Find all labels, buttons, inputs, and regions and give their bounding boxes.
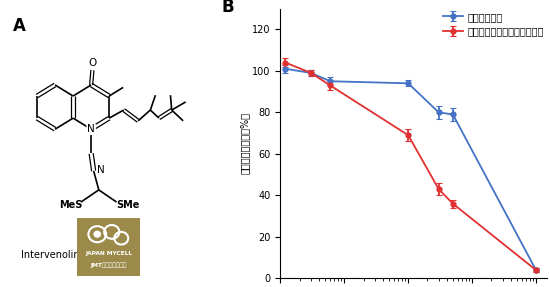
Text: JMT日本干細胞中心: JMT日本干細胞中心 — [90, 262, 127, 268]
Circle shape — [94, 231, 101, 237]
Text: B: B — [222, 0, 234, 16]
Text: SMe: SMe — [116, 200, 140, 210]
Y-axis label: がん細胞の増植（%）: がん細胞の増植（%） — [239, 113, 250, 174]
Text: N: N — [87, 124, 95, 134]
Text: JAPAN MYCELL: JAPAN MYCELL — [85, 251, 132, 256]
FancyBboxPatch shape — [74, 216, 143, 278]
Text: Intervenolin の化学構造: Intervenolin の化学構造 — [21, 249, 112, 259]
Text: N: N — [97, 165, 104, 175]
Text: MeS: MeS — [59, 200, 82, 210]
Text: O: O — [89, 58, 97, 68]
Legend: がん細胞のみ, がん細胞と間質細胞の共培養: がん細胞のみ, がん細胞と間質細胞の共培養 — [442, 11, 545, 38]
Text: A: A — [13, 17, 26, 35]
